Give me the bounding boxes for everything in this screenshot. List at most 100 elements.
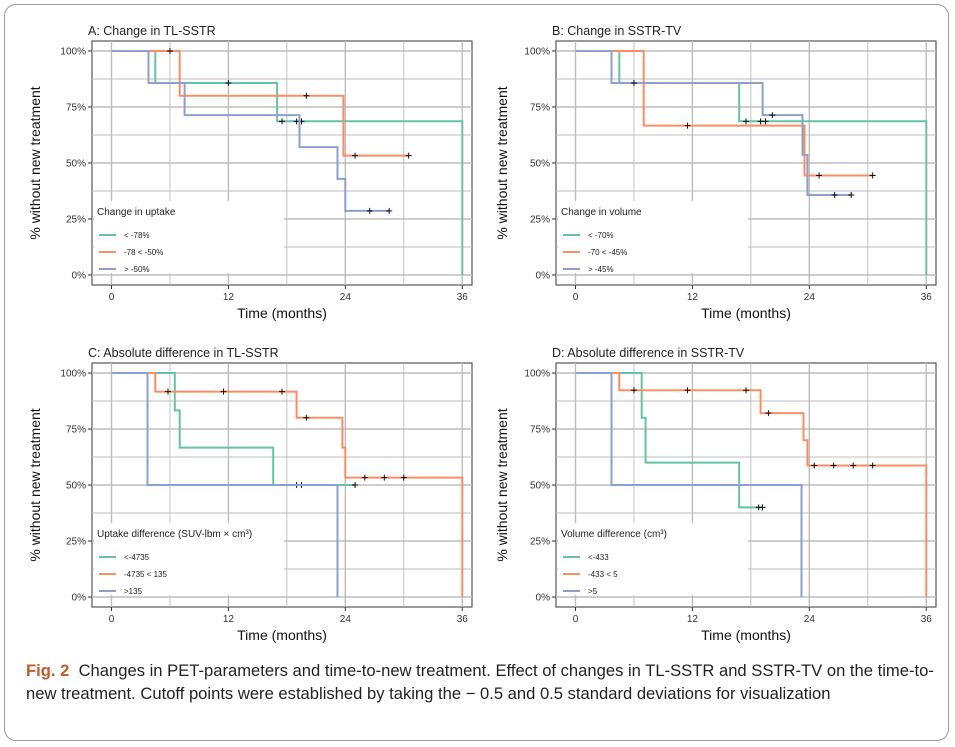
x-tick-label: 36 [457, 292, 469, 303]
series-line [575, 372, 803, 597]
x-axis-label: Time (months) [237, 305, 327, 321]
censor-mark [831, 192, 838, 199]
x-tick-label: 0 [109, 614, 115, 625]
legend: Change in uptake < -78% -78 < -50% > -50% [94, 201, 284, 274]
censor-mark [762, 118, 769, 125]
series-line [575, 50, 852, 196]
censor-mark [743, 387, 749, 394]
censor-mark [386, 207, 393, 214]
series-line [575, 50, 873, 177]
censor-mark [630, 80, 637, 87]
censor-mark [743, 118, 749, 125]
x-tick-label: 0 [573, 292, 579, 303]
censor-mark [405, 152, 412, 159]
censor-mark [303, 414, 310, 421]
censor-mark [830, 462, 837, 469]
x-tick-label: 36 [921, 292, 933, 303]
legend-label: <-4735 [124, 553, 150, 562]
legend-label: -78 < -50% [124, 248, 163, 257]
y-tick-label: 0% [72, 593, 87, 604]
y-tick-label: 50% [66, 481, 86, 492]
legend: Volume difference (cm³) <-433 -433 < 5 >5 [558, 523, 748, 596]
x-tick-label: 12 [223, 614, 235, 625]
censor-mark [869, 172, 876, 179]
y-tick-label: 100% [524, 369, 550, 380]
y-tick-label: 75% [530, 103, 550, 114]
chart-panel-4: D: Absolute difference in SSTR-TV 0% 25% 50… [494, 346, 937, 643]
censor-mark [225, 80, 232, 87]
legend-background [94, 201, 284, 273]
x-tick-label: 12 [687, 614, 699, 625]
legend-title: Change in volume [561, 207, 642, 218]
y-tick-label: 75% [66, 103, 86, 114]
x-tick-label: 12 [223, 292, 235, 303]
censor-mark [811, 462, 818, 469]
legend-label: > -50% [124, 265, 150, 274]
panel-title: A: Change in TL-SSTR [88, 24, 216, 38]
series-line [111, 372, 339, 597]
y-tick-label: 0% [536, 271, 551, 282]
chart-panel-2: B: Change in SSTR-TV 0% 25% 50% 75% 100% 0 12 24… [494, 24, 937, 321]
caption-label: Fig. 2 [26, 661, 70, 680]
censor-mark [220, 388, 227, 395]
series-line [111, 50, 390, 212]
series-line [575, 372, 763, 509]
panel-title: B: Change in SSTR-TV [552, 24, 682, 38]
censor-mark [769, 112, 776, 119]
series-line [575, 372, 928, 597]
censor-mark [279, 118, 285, 125]
censor-mark [816, 172, 823, 179]
censor-mark [630, 387, 637, 394]
legend-label: >5 [588, 587, 598, 596]
legend-label: >135 [124, 587, 143, 596]
censor-mark [166, 48, 173, 54]
censor-mark [361, 474, 368, 481]
y-axis-label: % without new treatment [27, 408, 43, 561]
legend-label: -433 < 5 [588, 570, 618, 579]
y-tick-label: 50% [66, 159, 86, 170]
legend-label: < -70% [588, 231, 614, 240]
x-tick-label: 24 [804, 614, 816, 625]
x-tick-label: 24 [340, 614, 352, 625]
censor-mark [352, 482, 359, 488]
x-tick-label: 36 [921, 614, 933, 625]
y-tick-label: 50% [530, 159, 550, 170]
legend-background [558, 523, 748, 595]
panel-title: C: Absolute difference in TL-SSTR [88, 346, 279, 360]
y-tick-label: 75% [66, 425, 86, 436]
legend-background [94, 523, 284, 595]
y-axis-label: % without new treatment [494, 86, 510, 239]
x-axis-label: Time (months) [701, 627, 791, 643]
y-tick-label: 25% [66, 537, 86, 548]
censor-mark [279, 388, 285, 395]
y-axis-label: % without new treatment [27, 86, 43, 239]
legend: Change in volume < -70% -70 < -45% > -45% [558, 201, 748, 274]
figure-frame [4, 4, 949, 741]
x-tick-label: 0 [573, 614, 579, 625]
legend-label: < -78% [124, 231, 150, 240]
chart-panel-3: C: Absolute difference in TL-SSTR 0% 25% 50… [27, 346, 473, 643]
panel-title: D: Absolute difference in SSTR-TV [552, 346, 745, 360]
censor-mark [381, 474, 388, 481]
chart-panel-1: A: Change in TL-SSTR 0% 25% 50% 75% 100% 0 12 24… [27, 24, 473, 321]
censor-mark [684, 387, 691, 394]
legend-label: <-433 [588, 553, 609, 562]
y-tick-label: 50% [530, 481, 550, 492]
legend-label: -4735 < 135 [124, 570, 167, 579]
y-tick-label: 100% [524, 47, 550, 58]
y-tick-label: 100% [60, 47, 86, 58]
censor-mark [869, 462, 876, 469]
censor-mark [850, 462, 857, 469]
y-axis-label: % without new treatment [494, 408, 510, 561]
y-tick-label: 0% [72, 271, 87, 282]
legend: Uptake difference (SUV-lbm × cm³) <-4735 -… [94, 523, 284, 596]
y-tick-label: 25% [530, 537, 550, 548]
censor-mark [765, 410, 772, 417]
legend-title: Volume difference (cm³) [561, 529, 667, 540]
censor-mark [848, 192, 855, 199]
x-axis-label: Time (months) [237, 627, 327, 643]
x-tick-label: 24 [340, 292, 352, 303]
censor-mark [352, 152, 359, 159]
censor-mark [165, 388, 171, 395]
x-tick-label: 36 [457, 614, 469, 625]
